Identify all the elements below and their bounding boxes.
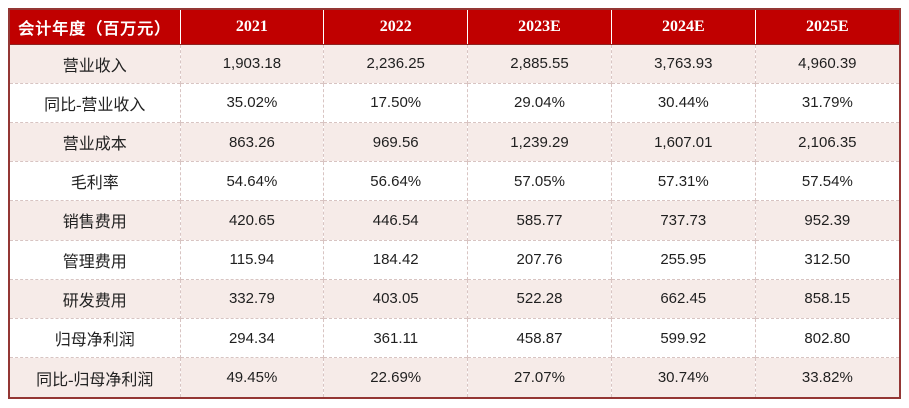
financial-forecast-table: 会计年度（百万元） 2021 2022 2023E 2024E 2025E 营业… [10,10,899,397]
value-cell: 1,607.01 [610,121,756,162]
header-2024e: 2024E [610,10,756,45]
value-cell: 57.05% [467,161,612,201]
table-row: 营业收入 1,903.18 2,236.25 2,885.55 3,763.93 4,96… [10,43,899,84]
value-cell: 858.15 [754,278,899,319]
header-2023e: 2023E [467,10,612,45]
value-cell: 56.64% [323,161,468,201]
value-cell: 29.04% [467,82,612,123]
row-label-cell: 同比-归母净利润 [10,357,180,397]
value-cell: 802.80 [754,318,899,358]
value-cell: 737.73 [610,200,756,241]
table-row: 销售费用 420.65 446.54 585.77 737.73 952.39 [10,200,899,241]
value-cell: 969.56 [323,121,468,162]
table-row: 研发费用 332.79 403.05 522.28 662.45 858.15 [10,278,899,319]
value-cell: 2,885.55 [467,43,612,84]
header-row: 会计年度（百万元） 2021 2022 2023E 2024E 2025E [10,10,899,45]
value-cell: 294.34 [179,318,324,358]
header-2022: 2022 [323,10,468,45]
value-cell: 57.54% [754,161,899,201]
table-row: 归母净利润 294.34 361.11 458.87 599.92 802.80 [10,318,899,358]
row-label-cell: 营业收入 [10,43,180,84]
value-cell: 332.79 [179,278,324,319]
row-label-cell: 毛利率 [10,161,180,201]
value-cell: 57.31% [610,161,756,201]
row-label-cell: 销售费用 [10,200,180,241]
value-cell: 2,106.35 [754,121,899,162]
value-cell: 863.26 [179,121,324,162]
table-header: 会计年度（百万元） 2021 2022 2023E 2024E 2025E [10,10,899,45]
value-cell: 599.92 [610,318,756,358]
header-2025e: 2025E [754,10,899,45]
value-cell: 2,236.25 [323,43,468,84]
value-cell: 54.64% [179,161,324,201]
value-cell: 4,960.39 [754,43,899,84]
value-cell: 446.54 [323,200,468,241]
value-cell: 184.42 [323,239,468,280]
value-cell: 49.45% [179,357,324,397]
value-cell: 312.50 [754,239,899,280]
table-row: 毛利率 54.64% 56.64% 57.05% 57.31% 57.54% [10,161,899,201]
value-cell: 30.44% [610,82,756,123]
financial-forecast-table-container: 会计年度（百万元） 2021 2022 2023E 2024E 2025E 营业… [8,8,901,399]
value-cell: 361.11 [323,318,468,358]
value-cell: 207.76 [467,239,612,280]
table-row: 营业成本 863.26 969.56 1,239.29 1,607.01 2,106.35 [10,121,899,162]
value-cell: 403.05 [323,278,468,319]
header-fiscal-year: 会计年度（百万元） [10,10,180,45]
value-cell: 3,763.93 [610,43,756,84]
row-label-cell: 管理费用 [10,239,180,280]
table-row: 管理费用 115.94 184.42 207.76 255.95 312.50 [10,239,899,280]
value-cell: 22.69% [323,357,468,397]
value-cell: 522.28 [467,278,612,319]
table-row: 同比-归母净利润 49.45% 22.69% 27.07% 30.74% 33.82% [10,357,899,397]
value-cell: 952.39 [754,200,899,241]
value-cell: 1,239.29 [467,121,612,162]
row-label-cell: 营业成本 [10,121,180,162]
value-cell: 17.50% [323,82,468,123]
value-cell: 31.79% [754,82,899,123]
row-label-cell: 研发费用 [10,278,180,319]
value-cell: 1,903.18 [179,43,324,84]
value-cell: 35.02% [179,82,324,123]
header-2021: 2021 [179,10,324,45]
table-row: 同比-营业收入 35.02% 17.50% 29.04% 30.44% 31.79% [10,82,899,123]
value-cell: 585.77 [467,200,612,241]
value-cell: 662.45 [610,278,756,319]
value-cell: 458.87 [467,318,612,358]
value-cell: 420.65 [179,200,324,241]
row-label-cell: 归母净利润 [10,318,180,358]
value-cell: 115.94 [179,239,324,280]
value-cell: 27.07% [467,357,612,397]
value-cell: 33.82% [754,357,899,397]
table-body: 营业收入 1,903.18 2,236.25 2,885.55 3,763.93 4,96… [10,43,899,397]
value-cell: 255.95 [610,239,756,280]
row-label-cell: 同比-营业收入 [10,82,180,123]
value-cell: 30.74% [610,357,756,397]
